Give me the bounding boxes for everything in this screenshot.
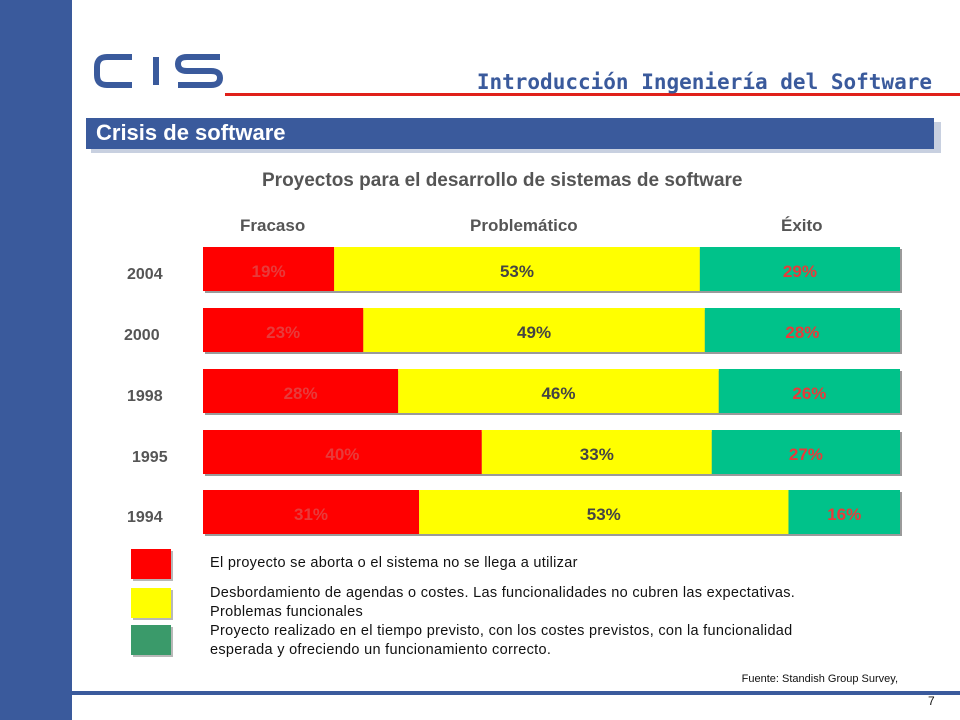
footer-rule bbox=[72, 691, 960, 695]
year-label-2000: 2000 bbox=[124, 327, 160, 344]
source-note: Fuente: Standish Group Survey, bbox=[741, 673, 898, 685]
bar-segment-1994-1 bbox=[419, 490, 789, 534]
bar-label-2000-0: 23% bbox=[266, 323, 300, 342]
bar-label-2004-0: 19% bbox=[252, 262, 286, 281]
presentation-title: Introducción Ingeniería del Software bbox=[476, 70, 932, 94]
bar-label-2000-1: 49% bbox=[517, 323, 551, 342]
page-number: 7 bbox=[928, 694, 935, 708]
year-label-1994: 1994 bbox=[127, 509, 163, 526]
bar-label-1994-1: 53% bbox=[587, 505, 621, 524]
bar-segment-1995-2 bbox=[711, 430, 900, 474]
left-brand-strip bbox=[0, 0, 72, 720]
header-rule bbox=[225, 93, 960, 96]
bar-segment-1998-2 bbox=[718, 369, 900, 413]
bar-segment-1998-0 bbox=[203, 369, 399, 413]
legend-text-failure: El proyecto se aborta o el sistema no se… bbox=[210, 555, 578, 571]
chart-title: Proyectos para el desarrollo de sistemas… bbox=[262, 170, 743, 191]
bar-segment-1994-2 bbox=[788, 490, 900, 534]
legend-swatch-green bbox=[131, 625, 171, 655]
legend-swatch-yellow bbox=[131, 588, 171, 618]
section-bar bbox=[86, 118, 934, 149]
cis-logo bbox=[94, 54, 224, 88]
year-label-1998: 1998 bbox=[127, 388, 163, 405]
bar-label-1998-2: 26% bbox=[792, 384, 826, 403]
bar-label-1995-1: 33% bbox=[580, 445, 614, 464]
bar-label-1994-2: 16% bbox=[827, 505, 861, 524]
stacked-bar-chart: 19% 53% 29% 2004 23% 49% 28% 2000 28% 46% 26% 1998 4… bbox=[124, 247, 902, 536]
bar-label-2004-2: 29% bbox=[783, 262, 817, 281]
year-label-2004: 2004 bbox=[127, 266, 163, 283]
bar-segment-1994-0 bbox=[203, 490, 420, 534]
bar-label-2004-1: 53% bbox=[500, 262, 534, 281]
bar-label-1995-2: 27% bbox=[789, 445, 823, 464]
bar-segment-1995-1 bbox=[481, 430, 712, 474]
year-label-1995: 1995 bbox=[132, 449, 168, 466]
bar-segment-2004-1 bbox=[334, 247, 700, 291]
bar-segment-1998-1 bbox=[398, 369, 719, 413]
legend-fracaso: Fracaso bbox=[240, 216, 306, 235]
bar-segment-2004-0 bbox=[203, 247, 335, 291]
bar-label-2000-2: 28% bbox=[785, 323, 819, 342]
bar-label-1995-0: 40% bbox=[325, 445, 359, 464]
bar-segment-2000-2 bbox=[704, 308, 900, 352]
bar-label-1994-0: 31% bbox=[294, 505, 328, 524]
legend-swatch-red bbox=[131, 549, 171, 579]
legend-text-success: Proyecto realizado en el tiempo previsto… bbox=[210, 623, 793, 658]
bar-label-1998-0: 28% bbox=[284, 384, 318, 403]
bar-segment-2000-0 bbox=[203, 308, 364, 352]
legend-exito: Éxito bbox=[781, 216, 823, 235]
legend-text-challenged: Desbordamiento de agendas o costes. Las … bbox=[210, 585, 796, 620]
bar-segment-2000-1 bbox=[363, 308, 705, 352]
bar-label-1998-1: 46% bbox=[541, 384, 575, 403]
bar-segment-1995-0 bbox=[203, 430, 482, 474]
section-title: Crisis de software bbox=[96, 120, 286, 145]
legend-problematico: Problemático bbox=[470, 216, 578, 235]
bar-segment-2004-2 bbox=[699, 247, 900, 291]
